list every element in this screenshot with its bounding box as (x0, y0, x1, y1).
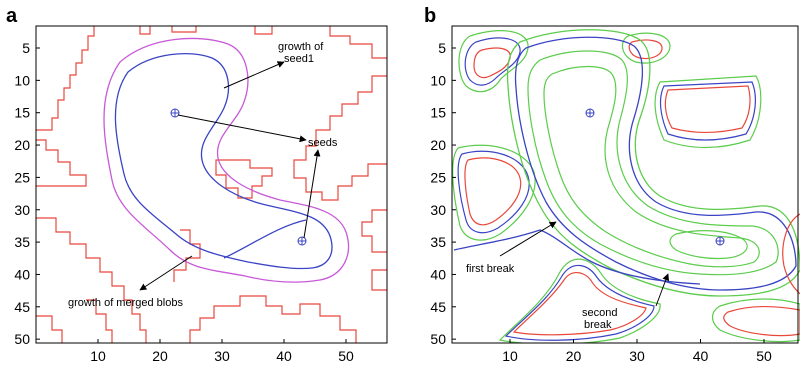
y-tick-label: 35 (14, 234, 30, 250)
seed-marker-b-1 (585, 108, 595, 118)
blue-contour-a (114, 53, 333, 270)
annotation-second-break-line1: second (582, 307, 617, 319)
y-tick-label: 25 (14, 169, 30, 185)
arrow-merged-growth (139, 255, 193, 291)
y-tick-label: 40 (430, 266, 446, 282)
blue-outer-contour-b (514, 36, 797, 291)
x-tick-label: 40 (276, 348, 292, 364)
green-outer-contour-b (506, 29, 800, 297)
y-tick-label: 50 (14, 331, 30, 347)
panel-b: b (424, 5, 800, 364)
annotation-seeds: seeds (308, 137, 338, 149)
red-boundary-a-10 (189, 295, 357, 343)
axes-frame-a (35, 25, 388, 344)
green-inner-contour-b-1 (527, 50, 779, 276)
red-blob-b-6 (782, 213, 800, 295)
x-tick-label: 40 (693, 348, 709, 364)
red-blob-b-5 (512, 272, 647, 336)
y-tick-label: 20 (14, 137, 30, 153)
arrow-seeds-1 (177, 114, 307, 143)
x-tick-label: 50 (756, 348, 772, 364)
blue-blob-b-1 (464, 37, 521, 86)
red-blob-b-1 (473, 47, 511, 79)
panel-letter-b: b (424, 5, 436, 27)
annotation-second-break-line2: break (584, 319, 612, 331)
red-boundary-a-11 (173, 229, 201, 282)
y-tick-label: 10 (14, 72, 30, 88)
y-tick-label: 50 (430, 331, 446, 347)
y-tick-label: 25 (430, 169, 446, 185)
annotation-first-break: first break (466, 263, 515, 275)
red-boundary-a-1 (36, 26, 95, 131)
red-boundary-a-2 (36, 139, 87, 187)
red-blob-b-3 (664, 85, 751, 134)
green-blob-b-6 (711, 298, 800, 343)
y-tick-label: 35 (430, 234, 446, 250)
seed-marker-a-1 (170, 108, 180, 118)
red-boundary-a-7 (361, 209, 387, 291)
x-tick-label: 30 (629, 348, 645, 364)
axes-frame-b (451, 25, 799, 344)
y-tick-label: 15 (14, 105, 30, 121)
red-boundary-a-6 (215, 159, 273, 199)
annotation-growth-seed1-line1: growth of (278, 41, 324, 53)
tick-labels-a: 5 10 15 20 25 30 35 40 45 50 10 20 30 40 50 (14, 40, 354, 364)
blue-break-line-b (453, 229, 701, 285)
panel-a: a (6, 5, 388, 364)
red-boundary-a-4 (254, 26, 387, 59)
red-blob-b-2 (628, 39, 663, 60)
x-tick-label: 50 (338, 348, 354, 364)
red-boundary-a-3 (139, 26, 197, 35)
x-tick-label: 10 (502, 348, 518, 364)
green-blob-b-3 (654, 75, 762, 149)
red-boundary-a-9 (36, 299, 113, 343)
green-blob-b-1 (458, 30, 529, 93)
panel-letter-a: a (6, 5, 18, 27)
y-tick-label: 5 (438, 40, 446, 56)
x-tick-label: 10 (90, 348, 106, 364)
blue-merge-line-a (223, 219, 307, 259)
arrow-seeds-2 (303, 149, 321, 239)
y-tick-label: 45 (430, 299, 446, 315)
tick-labels-b: 5 10 15 20 25 30 35 40 45 50 10 20 30 40 50 (430, 40, 772, 364)
arrow-second-break (655, 273, 670, 307)
x-tick-label: 30 (214, 348, 230, 364)
y-tick-label: 20 (430, 137, 446, 153)
y-tick-label: 10 (430, 72, 446, 88)
y-tick-label: 30 (14, 202, 30, 218)
y-tick-label: 5 (22, 40, 30, 56)
x-tick-label: 20 (566, 348, 582, 364)
red-boundary-a-8 (36, 217, 147, 343)
red-blob-b-7 (723, 305, 800, 337)
green-inner-contour-b-2 (543, 65, 760, 268)
green-blob-b-2 (621, 32, 671, 64)
y-tick-label: 45 (14, 299, 30, 315)
x-tick-label: 20 (152, 348, 168, 364)
green-blob-b-4 (452, 144, 536, 241)
arrow-first-break (499, 221, 557, 257)
blue-blob-b-4 (457, 150, 530, 234)
y-tick-label: 15 (430, 105, 446, 121)
blue-blob-b-5 (504, 264, 655, 341)
seed-marker-b-2 (715, 236, 725, 246)
red-boundary-a-5 (293, 75, 387, 201)
arrow-seed1-growth (223, 61, 285, 89)
annotation-growth-seed1-line2: seed1 (284, 53, 314, 65)
y-tick-label: 30 (430, 202, 446, 218)
annotation-growth-merged: growth of merged blobs (68, 297, 183, 309)
blue-blob-b-3 (659, 81, 756, 141)
seed-marker-a-2 (297, 236, 307, 246)
green-inner-contour-b-3 (669, 230, 748, 260)
red-blob-b-4 (464, 157, 522, 226)
y-tick-label: 40 (14, 266, 30, 282)
